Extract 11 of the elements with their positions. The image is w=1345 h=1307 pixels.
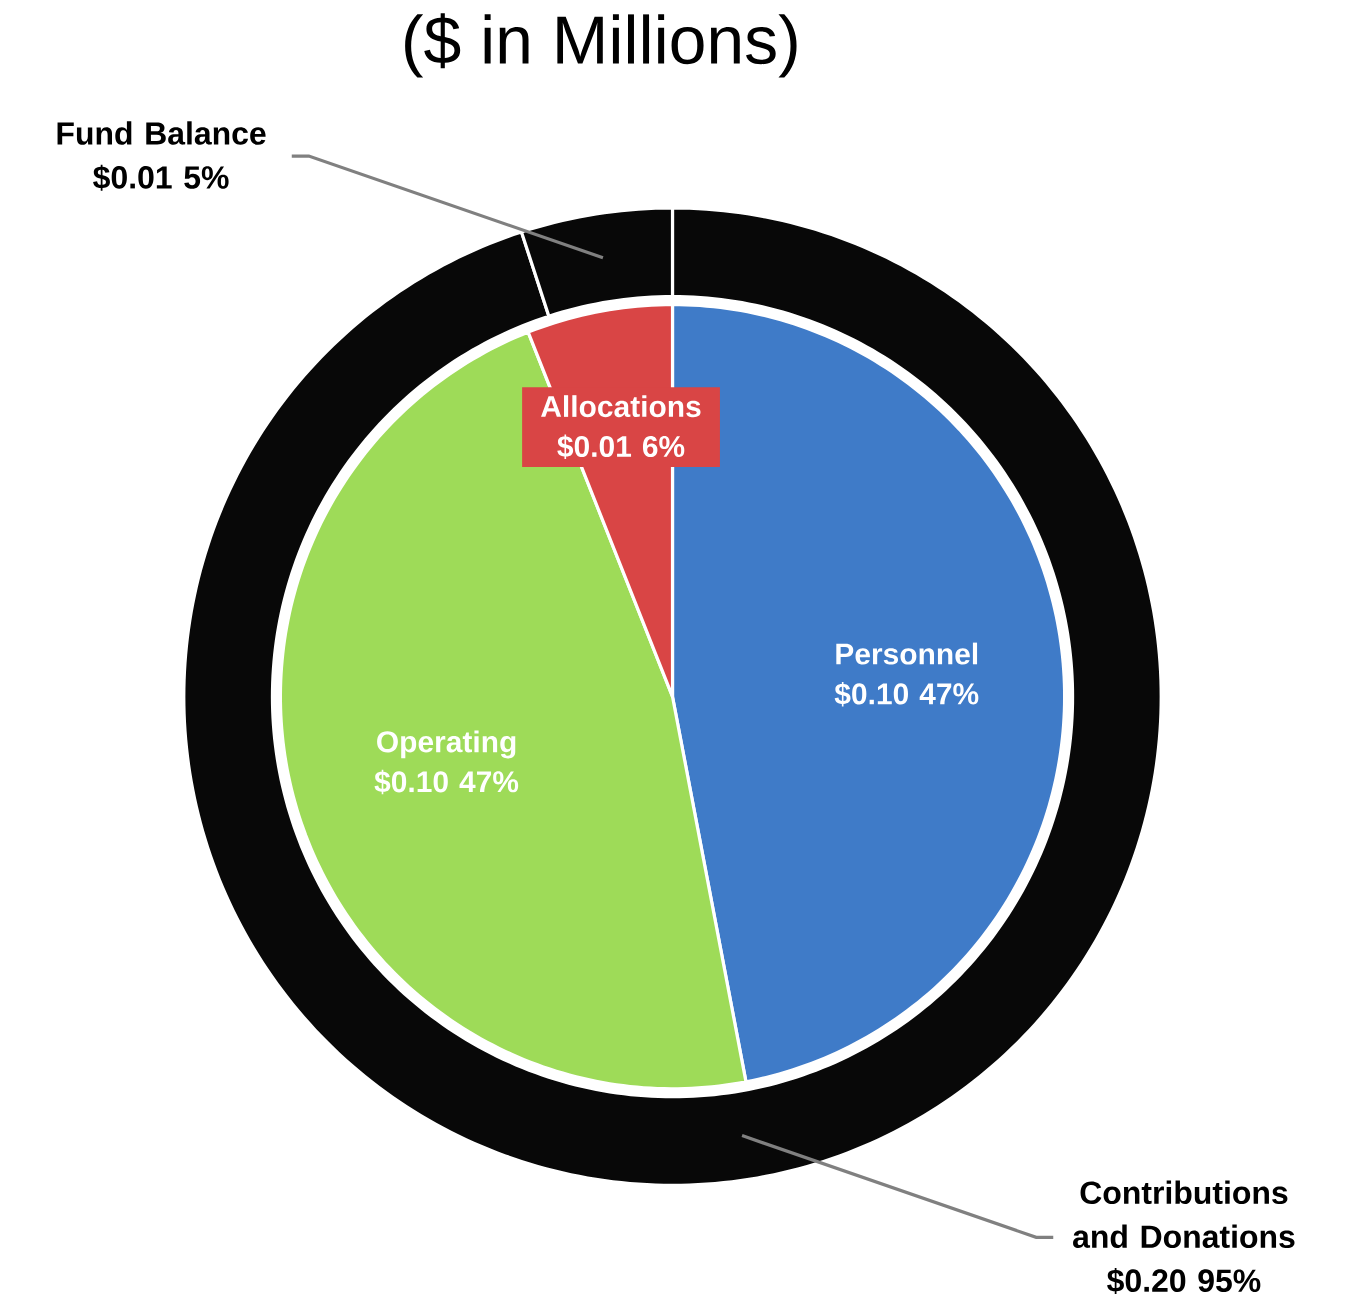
slice-label: Allocations bbox=[541, 395, 701, 417]
slice-label: Contributions and Donations bbox=[1073, 1180, 1295, 1248]
slice-label: Fund Balance bbox=[57, 121, 266, 145]
data-label: $0.20 95% bbox=[1107, 1267, 1261, 1294]
data-label: $0.01 5% bbox=[93, 164, 229, 191]
data-label: $0.10 47% bbox=[834, 681, 979, 707]
slice-label: Personnel bbox=[836, 642, 978, 665]
chart-title: ($ in Millions) bbox=[405, 13, 797, 78]
data-label: $0.10 47% bbox=[374, 769, 519, 795]
slice-label: Operating bbox=[377, 730, 516, 759]
data-label: $0.01 6% bbox=[557, 434, 685, 459]
